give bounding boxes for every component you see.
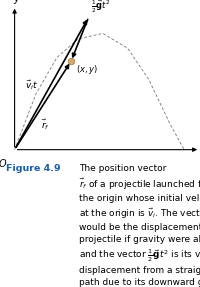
Point <box>69 59 73 63</box>
Text: $O$: $O$ <box>0 157 8 169</box>
Text: $y$: $y$ <box>13 0 21 6</box>
Text: The position vector
$\vec{r}_f$ of a projectile launched from
the origin whose i: The position vector $\vec{r}_f$ of a pro… <box>79 164 200 287</box>
Text: $\vec{r}_f$: $\vec{r}_f$ <box>41 118 50 133</box>
Text: $\vec{v}_i t$: $\vec{v}_i t$ <box>25 78 39 92</box>
Text: Figure 4.9: Figure 4.9 <box>6 164 67 172</box>
Text: $\frac{1}{2}\vec{\mathbf{g}}t^2$: $\frac{1}{2}\vec{\mathbf{g}}t^2$ <box>91 0 111 15</box>
Text: $(x, y)$: $(x, y)$ <box>76 63 98 76</box>
